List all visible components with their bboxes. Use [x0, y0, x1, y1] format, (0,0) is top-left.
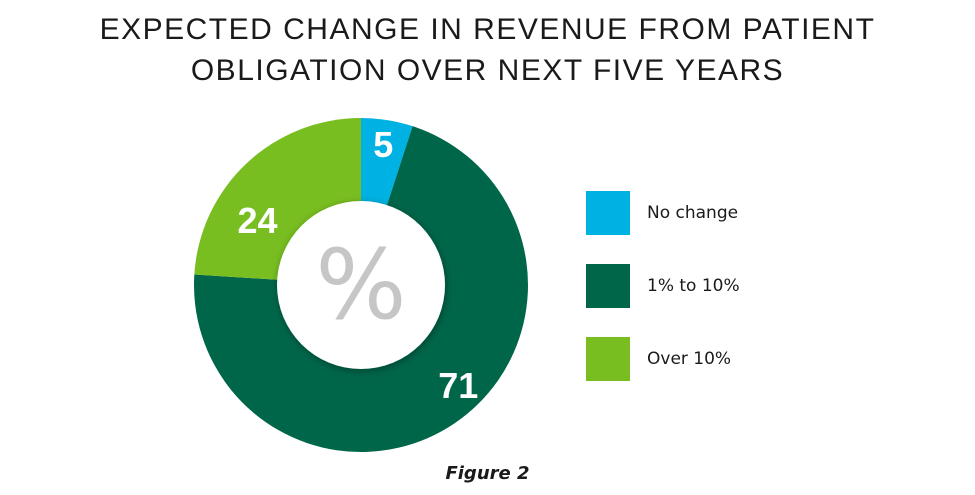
chart-title-line-2: OBLIGATION OVER NEXT FIVE YEARS: [190, 54, 785, 87]
legend-item-1-to-10: 1% to 10%: [586, 264, 740, 308]
legend-item-no-change: No change: [586, 191, 738, 235]
center-percent-symbol: %: [315, 229, 406, 341]
data-label-no-change: 5: [373, 124, 393, 165]
legend-label-over-10: Over 10%: [647, 349, 732, 369]
legend-label-1-to-10: 1% to 10%: [647, 276, 740, 296]
legend-item-over-10: Over 10%: [586, 337, 731, 381]
legend-label-no-change: No change: [647, 203, 739, 223]
data-label-over-10: 24: [238, 200, 278, 241]
data-label-1-to-10: 71: [438, 365, 478, 406]
legend-swatch-over-10: [586, 337, 630, 381]
donut-center: [277, 201, 445, 369]
legend-swatch-1-to-10: [586, 264, 630, 308]
figure-caption: Figure 2: [445, 463, 530, 484]
chart-title-line-1: EXPECTED CHANGE IN REVENUE FROM PATIENT: [99, 13, 876, 46]
legend-swatch-no-change: [586, 191, 630, 235]
